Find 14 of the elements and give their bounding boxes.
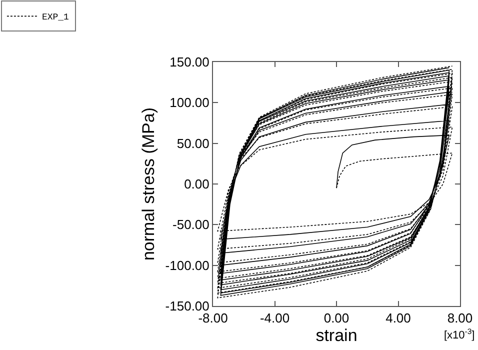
x-tick-label: 0.00 [324,310,350,326]
y-tick-label: -100.00 [165,258,210,273]
x-tick-label: 8.00 [447,310,473,326]
y-tick-label: 150.00 [170,54,210,70]
y-tick-label: -50.00 [172,217,210,232]
y-tick-label: 0.00 [184,176,210,192]
x-tick-label: 4.00 [386,310,411,326]
y-tick-label: 50.00 [176,136,210,151]
y-axis-title: normal stress (MPa) [138,107,158,261]
legend-label: EXP_1 [42,12,69,23]
x-tick-label: -4.00 [260,310,290,326]
x-axis-title: strain [316,326,358,345]
y-tick-label: 100.00 [170,95,210,110]
text: [x10$^{-3}$] [444,327,475,342]
